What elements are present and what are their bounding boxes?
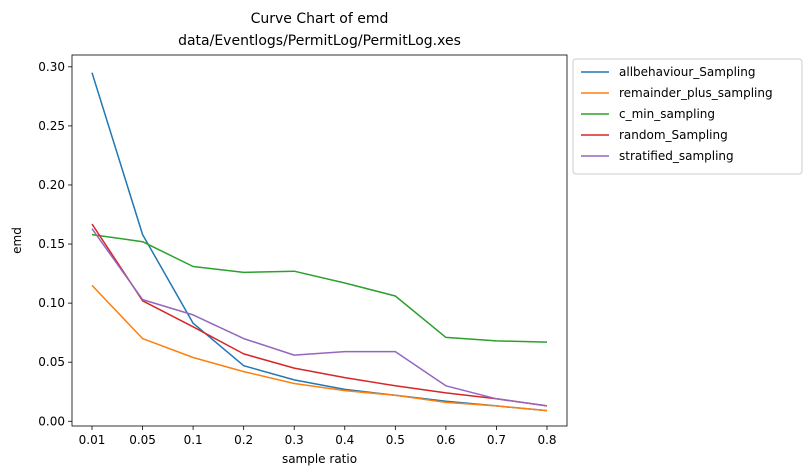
y-tick-label: 0.00 [38,414,65,428]
x-tick-label: 0.3 [285,433,304,447]
y-tick-label: 0.30 [38,60,65,74]
y-tick-label: 0.05 [38,355,65,369]
legend: allbehaviour_Sampling remainder_plus_samp… [572,58,803,175]
series-line-allbehaviour-sampling [91,72,548,412]
plot-area: 0.01 0.05 0.1 0.2 0.3 0.4 0.5 0.6 0.7 0.8 0.00 0.05… [38,54,568,447]
y-tick-label: 0.25 [38,119,65,133]
legend-label: random_Sampling [619,128,728,142]
series-line-c-min-sampling [91,233,548,343]
y-tick-label: 0.15 [38,237,65,251]
x-tick-label: 0.7 [487,433,506,447]
x-tick-label: 0.4 [335,433,354,447]
x-tick-label: 0.6 [436,433,455,447]
y-tick-label: 0.10 [38,296,65,310]
y-tick-label: 0.20 [38,178,65,192]
chart-subtitle: data/Eventlogs/PermitLog/PermitLog.xes [178,33,461,49]
x-tick-label: 0.05 [129,433,156,447]
axes-frame [71,54,568,427]
legend-box [572,58,803,175]
chart-title: Curve Chart of emd [251,11,389,27]
x-tick-label: 0.01 [79,433,106,447]
x-tick-label: 0.2 [234,433,253,447]
legend-label: remainder_plus_sampling [619,86,773,100]
series-line-stratified-sampling [91,228,548,407]
x-axis-label: sample ratio [282,452,357,466]
series-line-random-sampling [91,223,548,407]
legend-label: allbehaviour_Sampling [619,65,755,79]
x-tick-label: 0.1 [184,433,203,447]
x-tick-label: 0.5 [386,433,405,447]
y-axis-label: emd [10,227,24,254]
x-tick-label: 0.8 [537,433,556,447]
legend-label: c_min_sampling [619,107,715,121]
series-line-remainder-plus-sampling [91,284,548,412]
legend-label: stratified_sampling [619,149,734,163]
